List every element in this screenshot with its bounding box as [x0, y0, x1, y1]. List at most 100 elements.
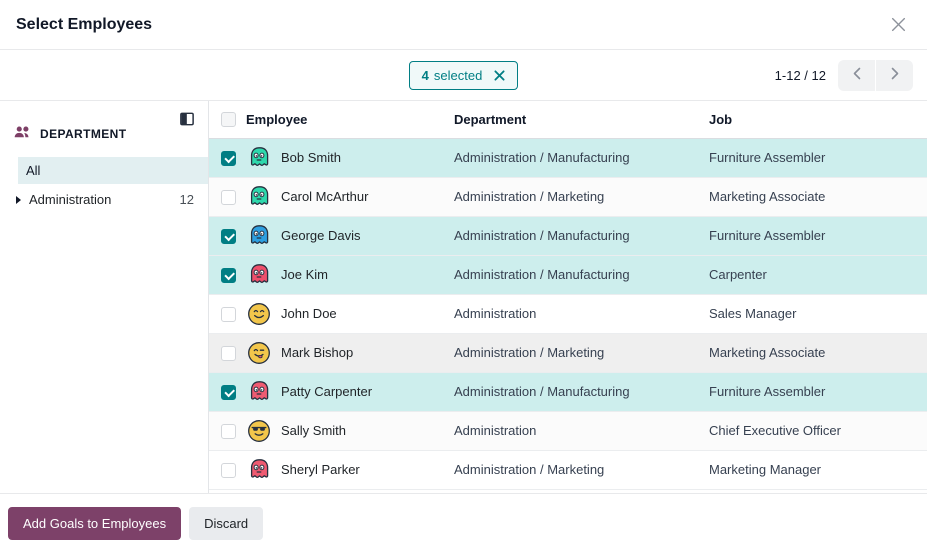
job-cell: Marketing Manager: [709, 450, 927, 490]
table-row[interactable]: Mark Bishop Administration / Marketing Mar…: [209, 333, 927, 373]
table-row[interactable]: Carol McArthur Administration / Marketing…: [209, 177, 927, 217]
department-cell: Administration / Manufacturing: [454, 138, 709, 178]
row-checkbox[interactable]: [221, 462, 236, 478]
checkbox-cell: [209, 255, 246, 295]
close-icon: [890, 17, 907, 36]
employee-cell: Carol McArthur: [246, 177, 454, 217]
department-cell: Administration / Manufacturing: [454, 372, 709, 412]
dialog-footer: Add Goals to Employees Discard: [0, 494, 927, 552]
pager: 1-12 / 12: [775, 50, 913, 100]
employee-table: Employee Department Job Bob Smith Adminis…: [209, 101, 927, 490]
dialog-title: Select Employees: [16, 15, 153, 33]
panel-toggle-icon: [180, 112, 194, 129]
job-cell: Chief Executive Officer: [709, 411, 927, 451]
caret-right-icon[interactable]: [16, 195, 21, 204]
department-section-header: DEPARTMENT: [0, 125, 208, 142]
row-checkbox[interactable]: [221, 189, 236, 205]
job-cell: Marketing Associate: [709, 333, 927, 373]
sidebar-item-label: Administration: [29, 192, 112, 207]
ghost-avatar-icon: [246, 262, 272, 288]
row-checkbox[interactable]: [221, 423, 236, 439]
job-cell: Carpenter: [709, 255, 927, 295]
pager-range: 1-12 / 12: [774, 67, 826, 83]
close-button[interactable]: [886, 12, 911, 37]
x-icon: [494, 69, 505, 84]
department-cell: Administration / Marketing: [454, 177, 709, 217]
checkbox-cell: [209, 177, 246, 217]
employee-cell: Patty Carpenter: [246, 372, 454, 412]
checkbox-cell: [209, 411, 246, 451]
discard-button[interactable]: Discard: [189, 506, 264, 540]
checkbox-cell: [209, 450, 246, 490]
checkbox-cell: [209, 216, 246, 256]
employee-name: Sheryl Parker: [281, 462, 360, 477]
department-cell: Administration / Marketing: [454, 450, 709, 490]
table-row[interactable]: John Doe Administration Sales Manager: [209, 294, 927, 334]
employee-cell: John Doe: [246, 294, 454, 334]
dialog-header: Select Employees: [0, 0, 927, 50]
pager-previous-button[interactable]: [838, 59, 875, 91]
table-row[interactable]: Sally Smith Administration Chief Executive…: [209, 411, 927, 451]
row-checkbox[interactable]: [221, 267, 236, 283]
sidebar-item-administration[interactable]: Administration 12: [0, 184, 208, 215]
panel-toggle-button[interactable]: [178, 110, 196, 128]
ghost-avatar-icon: [246, 457, 272, 483]
sidebar-item-count: 12: [179, 192, 194, 207]
row-checkbox[interactable]: [221, 384, 236, 400]
table-header-row: Employee Department Job: [209, 101, 927, 139]
column-header-employee[interactable]: Employee: [246, 101, 454, 139]
department-cell: Administration: [454, 411, 709, 451]
employee-table-body: Bob Smith Administration / Manufacturing F…: [209, 138, 927, 490]
table-row[interactable]: Bob Smith Administration / Manufacturing F…: [209, 138, 927, 178]
column-header-department[interactable]: Department: [454, 101, 709, 139]
sidebar-item-all[interactable]: All: [18, 157, 208, 184]
selected-count: 4: [421, 67, 429, 83]
job-cell: Sales Manager: [709, 294, 927, 334]
job-cell: Furniture Assembler: [709, 138, 927, 178]
selected-count-badge[interactable]: 4 selected: [408, 60, 519, 90]
department-cell: Administration / Manufacturing: [454, 255, 709, 295]
smiley-avatar-icon: [246, 301, 272, 327]
job-cell: Marketing Associate: [709, 177, 927, 217]
job-cell: Furniture Assembler: [709, 372, 927, 412]
pager-next-button[interactable]: [876, 59, 913, 91]
column-header-job[interactable]: Job: [709, 101, 927, 139]
row-checkbox[interactable]: [221, 228, 236, 244]
employee-cell: George Davis: [246, 216, 454, 256]
table-row[interactable]: George Davis Administration / Manufacturi…: [209, 216, 927, 256]
employee-name: John Doe: [281, 306, 337, 321]
employee-cell: Joe Kim: [246, 255, 454, 295]
ghost-avatar-icon: [246, 379, 272, 405]
table-row[interactable]: Patty Carpenter Administration / Manufact…: [209, 372, 927, 412]
chevron-left-icon: [853, 67, 861, 83]
employee-cell: Bob Smith: [246, 138, 454, 178]
checkbox-cell: [209, 372, 246, 412]
table-row[interactable]: Joe Kim Administration / Manufacturing Car…: [209, 255, 927, 295]
row-checkbox[interactable]: [221, 150, 236, 166]
select-all-checkbox[interactable]: [221, 112, 236, 128]
employee-name: Mark Bishop: [281, 345, 354, 360]
employee-name: George Davis: [281, 228, 361, 243]
job-cell: Furniture Assembler: [709, 216, 927, 256]
users-icon: [14, 125, 31, 142]
selected-label: selected: [433, 67, 483, 83]
employee-table-area: Employee Department Job Bob Smith Adminis…: [209, 101, 927, 493]
employee-name: Joe Kim: [281, 267, 328, 282]
checkbox-cell: [209, 294, 246, 334]
clear-selection-button[interactable]: [494, 69, 505, 84]
smiley-avatar-icon: [246, 340, 272, 366]
department-cell: Administration / Marketing: [454, 333, 709, 373]
employee-cell: Sally Smith: [246, 411, 454, 451]
row-checkbox[interactable]: [221, 345, 236, 361]
department-cell: Administration / Manufacturing: [454, 216, 709, 256]
employee-name: Sally Smith: [281, 423, 347, 438]
row-checkbox[interactable]: [221, 306, 236, 322]
smiley-avatar-icon: [246, 418, 272, 444]
employee-cell: Sheryl Parker: [246, 450, 454, 490]
employee-name: Carol McArthur: [281, 189, 369, 204]
department-section-title: DEPARTMENT: [40, 126, 127, 141]
department-cell: Administration: [454, 294, 709, 334]
table-row[interactable]: Sheryl Parker Administration / Marketing M…: [209, 450, 927, 490]
checkbox-cell: [209, 138, 246, 178]
add-goals-button[interactable]: Add Goals to Employees: [8, 506, 182, 540]
